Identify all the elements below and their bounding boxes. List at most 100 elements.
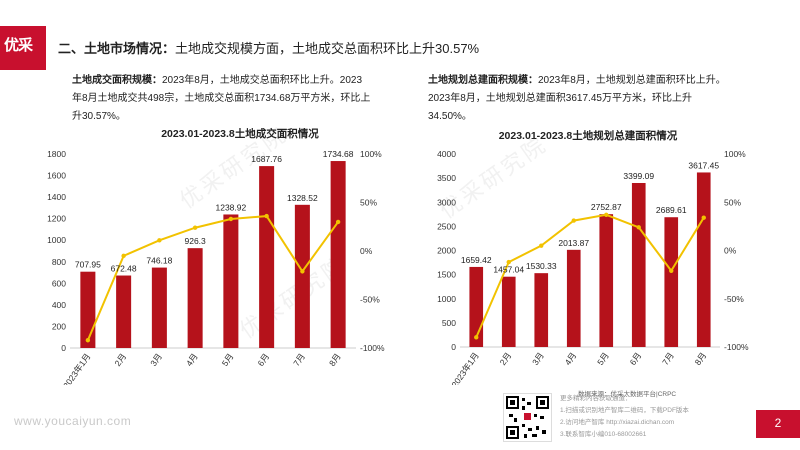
y-tick-left: 4000 [437, 149, 456, 159]
logo-stripe [4, 56, 44, 61]
bar [80, 271, 96, 348]
data-label: 1530.33 [526, 261, 557, 271]
y-tick-left: 2000 [437, 246, 456, 256]
chart-title-left: 2023.01-2023.8土地成交面积情况 [161, 128, 319, 140]
y-tick-left: 1000 [437, 294, 456, 304]
y-tick-left: 500 [442, 318, 456, 328]
data-label: 1687.76 [251, 154, 282, 164]
left-description: 土地成交面积规模：2023年8月，土地成交总面积环比上升。2023年8月土地成交… [72, 72, 372, 126]
y-tick-left: 800 [52, 257, 66, 267]
bar [116, 275, 132, 348]
brand-logo: 优采 [0, 26, 46, 70]
y-tick-left: 0 [451, 342, 456, 352]
x-tick-label: 8月 [327, 351, 343, 368]
footer-line: 3.联系智库小编010-68002661 [560, 431, 647, 438]
bar [599, 214, 614, 347]
bar [259, 166, 275, 348]
x-tick-label: 2023年1月 [449, 350, 481, 385]
bar [631, 182, 646, 347]
line-point [264, 213, 269, 219]
y-tick-left: 1000 [47, 235, 66, 245]
x-tick-label: 5月 [595, 350, 611, 367]
y-tick-right: -100% [724, 342, 749, 352]
bar [294, 204, 310, 348]
footer-line: 更多精彩内容获取通道： [560, 395, 632, 402]
y-tick-right: 0% [360, 246, 373, 256]
data-label: 3399.09 [623, 171, 654, 181]
bar [223, 214, 239, 348]
y-tick-right: 50% [360, 198, 377, 208]
y-tick-right: 100% [360, 149, 382, 159]
right-description-body: 2023年8月，土地规划总建面积环比上升。2023年8月，土地规划总建面积361… [428, 75, 726, 122]
y-tick-right: -100% [360, 343, 385, 353]
line-point [157, 238, 162, 243]
line-point [506, 259, 511, 265]
line-point [85, 338, 91, 343]
data-label: 3617.45 [688, 160, 719, 170]
line-point [474, 335, 479, 340]
bar [534, 273, 549, 347]
y-tick-left: 600 [52, 278, 66, 288]
data-label: 746.18 [146, 256, 172, 266]
y-tick-right: 0% [724, 246, 737, 256]
data-label: 1659.42 [461, 255, 492, 265]
line-point [636, 225, 641, 230]
qr-code[interactable] [503, 393, 552, 442]
right-description: 土地规划总建面积规模：2023年8月，土地规划总建面积环比上升。2023年8月，… [428, 72, 728, 126]
website-link[interactable]: www.youcaiyun.com [14, 414, 132, 428]
line-series-huanbi [475, 213, 705, 338]
y-tick-right: 100% [724, 149, 746, 159]
y-tick-left: 2500 [437, 221, 456, 231]
y-tick-left: 400 [52, 300, 66, 310]
bar [501, 276, 516, 347]
footer-line[interactable]: 2.访问地产智库 http://xiazai.dichan.com [560, 419, 675, 426]
x-tick-label: 8月 [693, 350, 709, 367]
left-description-label: 土地成交面积规模： [72, 75, 162, 86]
line-point [121, 253, 126, 259]
bar [187, 248, 203, 348]
line-point [539, 243, 544, 248]
line-point [701, 215, 706, 220]
logo-text: 优采 [4, 37, 33, 54]
y-tick-right: -50% [724, 294, 744, 304]
data-label: 672.48 [111, 264, 137, 274]
y-tick-left: 1400 [47, 192, 66, 202]
x-tick-label: 4月 [563, 350, 579, 367]
data-label: 707.95 [75, 260, 101, 270]
y-tick-left: 1600 [47, 171, 66, 181]
page-title-main: 二、土地市场情况： [58, 41, 176, 56]
bar [664, 217, 679, 347]
x-tick-label: 2月 [112, 351, 128, 368]
x-tick-label: 4月 [184, 351, 200, 368]
data-label: 926.3 [184, 236, 206, 246]
y-tick-left: 3000 [437, 197, 456, 207]
line-point [669, 268, 674, 273]
y-tick-left: 1800 [47, 149, 66, 159]
chart-land-transaction-area: 0 200 400 600 800 1000 1200 1400 1600 1800 -100% -5… [47, 149, 385, 385]
page-number: 2 [774, 416, 782, 430]
bar [696, 172, 711, 347]
y-tick-left: 0 [61, 343, 66, 353]
x-tick-label: 6月 [255, 351, 271, 368]
chart-title-right: 2023.01-2023.8土地规划总建面积情况 [498, 130, 678, 142]
y-tick-left: 200 [52, 321, 66, 331]
x-tick-label: 6月 [628, 350, 644, 367]
line-point [335, 219, 341, 225]
x-tick-label: 7月 [291, 351, 307, 368]
data-label: 1457.04 [493, 265, 524, 275]
x-tick-label: 7月 [660, 350, 676, 367]
bar [330, 161, 346, 348]
data-label: 1238.92 [216, 202, 247, 212]
y-tick-left: 1500 [437, 270, 456, 280]
line-point [604, 212, 609, 217]
data-label: 2752.87 [591, 202, 622, 212]
page-title-sub: 土地成交规模方面，土地成交总面积环比上升30.57% [175, 41, 480, 56]
x-tick-label: 2023年1月 [61, 351, 93, 385]
x-tick-label: 5月 [220, 351, 236, 368]
line-point [300, 269, 305, 274]
left-description-body: 2023年8月，土地成交总面积环比上升。2023年8月土地成交共498宗，土地成… [72, 75, 371, 122]
data-label: 1734.68 [323, 149, 354, 159]
x-tick-label: 3月 [148, 351, 164, 368]
line-point [192, 225, 198, 230]
line-point [571, 218, 576, 223]
